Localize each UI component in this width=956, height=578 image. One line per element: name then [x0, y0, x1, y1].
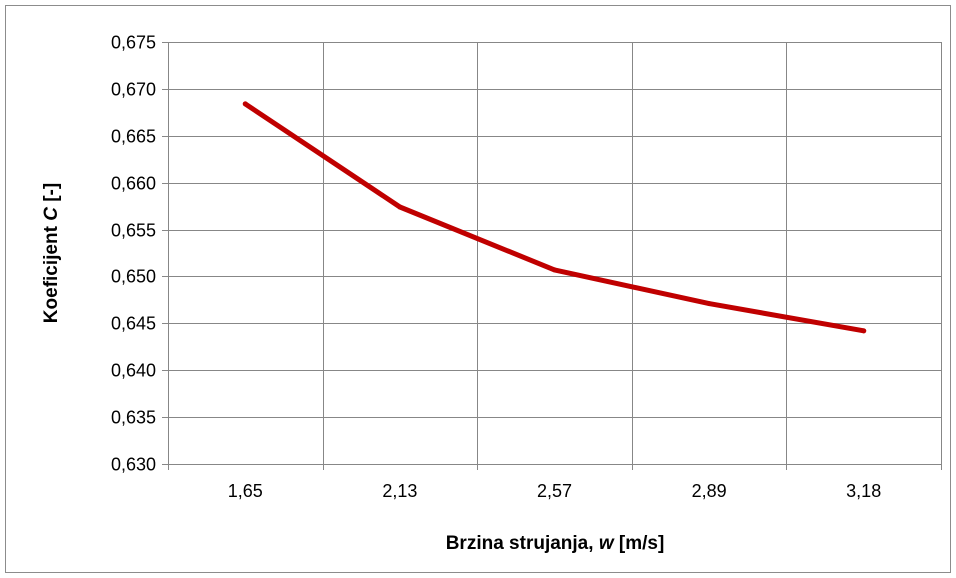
y-tick-label: 0,640	[111, 361, 156, 381]
y-axis-ticks: 0,630 0,635 0,640 0,645 0,650 0,655 0,660 0,665…	[111, 33, 156, 475]
data-point	[861, 328, 867, 334]
y-tick-label: 0,650	[111, 267, 156, 287]
y-tick-label: 0,670	[111, 80, 156, 100]
y-tick-label: 0,665	[111, 127, 156, 147]
y-tick-label: 0,655	[111, 221, 156, 241]
x-tick-label: 1,65	[228, 481, 263, 501]
y-tick-label: 0,645	[111, 314, 156, 334]
y-tick-label: 0,635	[111, 408, 156, 428]
y-axis-title: Koeficijent C [-]	[41, 183, 62, 323]
grid	[162, 42, 942, 470]
y-tick-label: 0,675	[111, 33, 156, 53]
series-group	[242, 101, 867, 334]
data-point	[552, 267, 557, 273]
series-line	[242, 101, 867, 334]
x-tick-label: 2,57	[537, 481, 572, 501]
data-point	[242, 101, 248, 107]
x-axis-title: Brzina strujanja, w [m/s]	[446, 533, 665, 554]
y-tick-label: 0,660	[111, 174, 156, 194]
data-point	[397, 204, 403, 210]
x-tick-label: 2,89	[692, 481, 727, 501]
y-tick-label: 0,630	[111, 455, 156, 475]
data-point	[706, 301, 712, 307]
x-tick-label: 3,18	[846, 481, 881, 501]
x-tick-label: 2,13	[382, 481, 417, 501]
x-axis-ticks: 1,65 2,13 2,57 2,89 3,18	[228, 481, 881, 501]
